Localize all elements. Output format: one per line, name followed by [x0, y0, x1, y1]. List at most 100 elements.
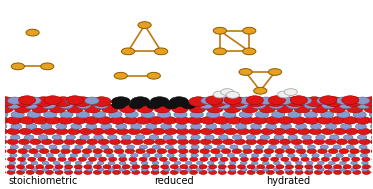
Circle shape	[252, 102, 266, 109]
Circle shape	[295, 161, 302, 165]
Circle shape	[200, 139, 211, 145]
Circle shape	[46, 154, 53, 157]
Circle shape	[126, 145, 135, 149]
Circle shape	[324, 97, 343, 107]
Circle shape	[359, 145, 367, 149]
Circle shape	[71, 124, 82, 129]
Circle shape	[336, 139, 347, 145]
Circle shape	[101, 145, 109, 149]
Circle shape	[154, 104, 171, 113]
Circle shape	[355, 124, 367, 129]
Circle shape	[273, 161, 280, 165]
Circle shape	[344, 97, 363, 107]
Circle shape	[226, 91, 239, 98]
Circle shape	[285, 170, 294, 174]
Circle shape	[167, 154, 174, 157]
Circle shape	[75, 145, 83, 149]
Circle shape	[28, 157, 36, 161]
Circle shape	[65, 165, 73, 169]
Circle shape	[41, 139, 52, 145]
Circle shape	[238, 165, 245, 169]
Circle shape	[307, 145, 316, 149]
Circle shape	[7, 170, 15, 174]
Circle shape	[0, 97, 15, 107]
Circle shape	[59, 117, 73, 124]
Circle shape	[303, 139, 313, 145]
Circle shape	[204, 145, 212, 149]
Circle shape	[357, 135, 367, 140]
Circle shape	[224, 96, 241, 105]
Circle shape	[56, 124, 67, 129]
Circle shape	[268, 96, 285, 105]
Circle shape	[77, 102, 91, 109]
Circle shape	[314, 170, 322, 174]
Circle shape	[276, 170, 284, 174]
Circle shape	[46, 117, 60, 124]
Circle shape	[170, 165, 178, 169]
Circle shape	[66, 104, 84, 113]
Circle shape	[191, 124, 202, 129]
Circle shape	[131, 124, 142, 129]
Circle shape	[189, 97, 208, 107]
Circle shape	[260, 135, 270, 140]
Circle shape	[149, 135, 159, 140]
Circle shape	[161, 165, 169, 169]
Circle shape	[251, 168, 258, 171]
Circle shape	[26, 124, 37, 129]
Circle shape	[243, 27, 256, 34]
Circle shape	[278, 117, 293, 124]
Circle shape	[19, 96, 36, 105]
Circle shape	[130, 168, 137, 171]
Circle shape	[320, 96, 337, 105]
Circle shape	[129, 157, 137, 161]
Circle shape	[34, 97, 53, 107]
Circle shape	[84, 170, 92, 174]
Circle shape	[122, 165, 130, 169]
Circle shape	[84, 117, 99, 124]
Circle shape	[7, 102, 21, 109]
Circle shape	[132, 170, 140, 174]
Circle shape	[110, 117, 125, 124]
Circle shape	[166, 139, 177, 145]
Circle shape	[104, 149, 113, 154]
Text: reduced: reduced	[154, 176, 194, 186]
Circle shape	[362, 168, 368, 171]
Circle shape	[285, 161, 291, 165]
Circle shape	[121, 139, 132, 145]
Circle shape	[170, 170, 178, 174]
Circle shape	[243, 145, 251, 149]
Circle shape	[307, 161, 313, 165]
Circle shape	[7, 117, 22, 124]
Circle shape	[350, 149, 359, 154]
Circle shape	[369, 111, 373, 118]
Circle shape	[285, 128, 298, 135]
Circle shape	[344, 135, 353, 140]
Circle shape	[97, 161, 104, 165]
Circle shape	[237, 128, 249, 135]
Circle shape	[150, 97, 169, 107]
Circle shape	[256, 111, 269, 118]
Circle shape	[14, 104, 31, 113]
Circle shape	[97, 168, 104, 171]
Circle shape	[109, 139, 120, 145]
Circle shape	[241, 104, 258, 113]
Circle shape	[141, 111, 154, 118]
Circle shape	[372, 154, 373, 157]
Circle shape	[16, 170, 25, 174]
Circle shape	[87, 139, 98, 145]
Circle shape	[34, 154, 41, 157]
Circle shape	[256, 145, 264, 149]
Circle shape	[264, 154, 271, 157]
Circle shape	[41, 63, 54, 70]
Circle shape	[309, 128, 322, 135]
Circle shape	[66, 135, 75, 140]
Circle shape	[243, 149, 252, 154]
Circle shape	[351, 168, 357, 171]
Circle shape	[141, 161, 148, 165]
Circle shape	[240, 157, 248, 161]
Circle shape	[259, 104, 276, 113]
Circle shape	[311, 157, 319, 161]
Circle shape	[336, 154, 344, 157]
Circle shape	[44, 96, 62, 105]
Circle shape	[140, 128, 153, 135]
